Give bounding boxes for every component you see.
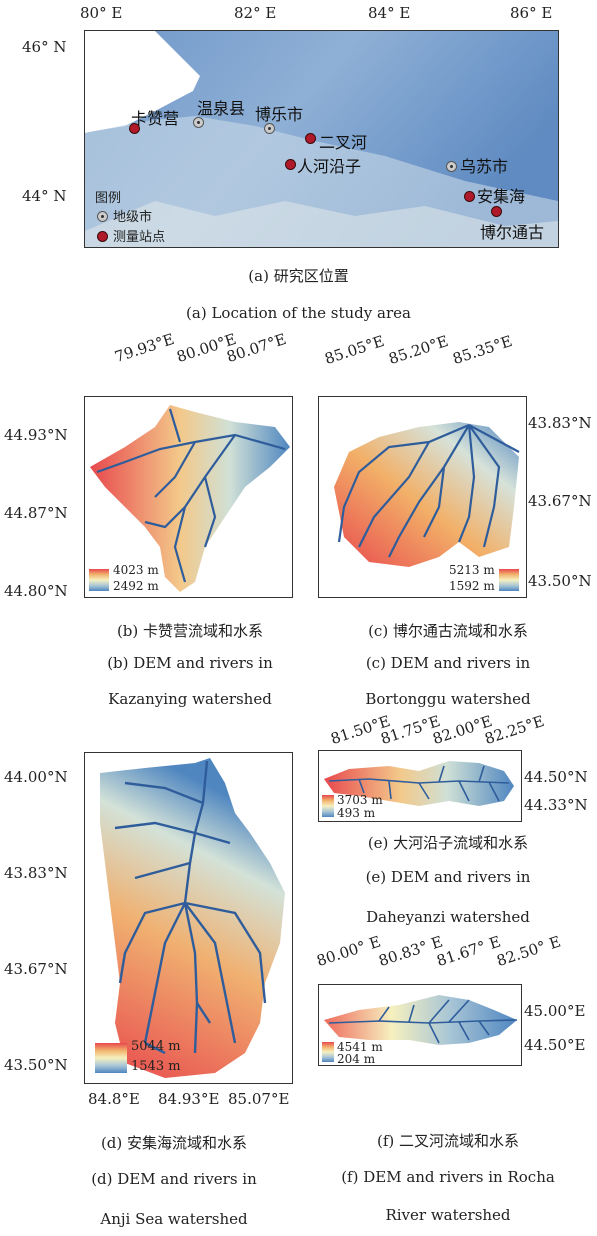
- f-xtick-3: 81.67° E: [434, 932, 503, 970]
- caption-f-en2: River watershed: [385, 1206, 511, 1224]
- e-elev-legend-bar: [322, 795, 334, 817]
- e-elev-low: 493 m: [337, 806, 376, 820]
- f-elev-legend-bar: [322, 1042, 334, 1062]
- d-elev-low: 1543 m: [131, 1059, 181, 1074]
- caption-e-cn: (e) 大河沿子流域和水系: [367, 834, 529, 852]
- caption-f-en1: (f) DEM and rivers in Rocha: [341, 1168, 555, 1186]
- legend-station-icon: [97, 231, 108, 242]
- station-erchahe-dot: [305, 133, 316, 144]
- f-ytick-1: 45.00°E: [524, 1002, 586, 1020]
- caption-a-en: (a) Location of the study area: [186, 304, 411, 322]
- d-xtick-3: 85.07°E: [228, 1090, 290, 1108]
- caption-b-en1: (b) DEM and rivers in: [107, 654, 273, 672]
- caption-f-cn: (f) 二叉河流域和水系: [376, 1132, 520, 1150]
- kazanying-dem: [90, 405, 290, 592]
- legend-city-icon: [97, 211, 108, 222]
- f-xtick-2: 80.83° E: [376, 932, 445, 970]
- city-wusu-dot: [446, 161, 457, 172]
- caption-c-cn: (c) 博尔通古流域和水系: [368, 622, 528, 640]
- b-elev-high: 4023 m: [113, 563, 159, 577]
- c-xtick-1: 85.05°E: [322, 331, 387, 368]
- f-elev-low: 204 m: [337, 1052, 376, 1066]
- caption-d-en2: Anji Sea watershed: [100, 1210, 248, 1228]
- f-ytick-2: 44.50°E: [524, 1036, 586, 1054]
- b-ytick-3: 44.80°N: [4, 582, 68, 600]
- station-kazanying-dot: [129, 123, 140, 134]
- d-ytick-2: 43.83°N: [4, 864, 68, 882]
- label-bole: 博乐市: [255, 105, 304, 124]
- b-ytick-2: 44.87°N: [4, 504, 68, 522]
- d-ytick-4: 43.50°N: [4, 1056, 68, 1074]
- a-ytick-1: 46° N: [22, 38, 67, 56]
- erchahe-dem: [324, 995, 518, 1045]
- f-xtick-1: 80.00° E: [314, 932, 383, 970]
- label-kazanying: 卡赞营: [131, 109, 180, 128]
- d-xtick-1: 84.8°E: [88, 1090, 140, 1108]
- city-bole-dot: [264, 123, 275, 134]
- e-elev-high: 3703 m: [337, 793, 383, 807]
- label-bortonggu: 博尔通古: [480, 223, 545, 242]
- c-xtick-3: 85.35°E: [450, 331, 515, 368]
- caption-a-cn: (a) 研究区位置: [248, 267, 349, 285]
- station-bortonggu-dot: [491, 206, 502, 217]
- caption-c-en2: Bortonggu watershed: [365, 690, 531, 708]
- station-anjihai-dot: [464, 191, 475, 202]
- anjihai-map: 5044 m 1543 m: [84, 752, 293, 1084]
- b-xtick-1: 79.93°E: [112, 329, 177, 366]
- d-xtick-2: 84.93°E: [158, 1090, 220, 1108]
- d-elev-legend-bar: [95, 1043, 127, 1073]
- c-elev-high: 5213 m: [449, 563, 495, 577]
- b-elev-legend-bar: [89, 569, 109, 591]
- caption-b-en2: Kazanying watershed: [108, 690, 272, 708]
- caption-d-cn: (d) 安集海流域和水系: [100, 1134, 248, 1152]
- kazanying-map: 4023 m 2492 m: [84, 396, 293, 598]
- a-xtick-1: 80° E: [80, 4, 123, 22]
- label-erchahe: 二叉河: [319, 133, 368, 152]
- legend-title: 图例: [95, 191, 122, 206]
- anjihai-dem: [100, 758, 285, 1078]
- station-renheyanzi-dot: [285, 159, 296, 170]
- bortonggu-map: 5213 m 1592 m: [318, 396, 527, 598]
- caption-c-en1: (c) DEM and rivers in: [365, 654, 531, 672]
- daheyanzi-dem: [324, 761, 514, 806]
- city-wenquan-dot: [193, 117, 204, 128]
- bortonggu-dem: [334, 422, 520, 567]
- caption-d-en1: (d) DEM and rivers in: [91, 1170, 257, 1188]
- label-wusu: 乌苏市: [460, 157, 509, 176]
- c-elev-low: 1592 m: [449, 579, 495, 593]
- location-map: 卡赞营 温泉县 博乐市 二叉河 人河沿子 乌苏市 安集海 博尔通古 图例 地级市…: [84, 30, 559, 248]
- c-ytick-1: 43.83°N: [528, 414, 592, 432]
- e-ytick-2: 44.33°N: [524, 796, 588, 814]
- a-ytick-2: 44° N: [22, 187, 67, 205]
- e-ytick-1: 44.50°N: [524, 768, 588, 786]
- c-ytick-2: 43.67°N: [528, 492, 592, 510]
- daheyanzi-map: 3703 m 493 m: [318, 750, 522, 822]
- a-xtick-4: 86° E: [510, 4, 553, 22]
- b-elev-low: 2492 m: [113, 579, 159, 593]
- legend-city-label: 地级市: [113, 210, 153, 225]
- label-anjihai: 安集海: [477, 187, 526, 206]
- e-xtick-4: 82.25°E: [482, 711, 547, 748]
- b-ytick-1: 44.93°N: [4, 426, 68, 444]
- f-elev-high: 4541 m: [337, 1040, 383, 1054]
- legend-station-label: 测量站点: [113, 230, 166, 245]
- erchahe-map: 4541 m 204 m: [318, 984, 522, 1066]
- d-ytick-3: 43.67°N: [4, 960, 68, 978]
- label-renheyanzi: 人河沿子: [297, 157, 362, 176]
- c-elev-legend-bar: [499, 569, 519, 591]
- caption-e-en1: (e) DEM and rivers in: [365, 868, 531, 886]
- d-elev-high: 5044 m: [131, 1039, 181, 1054]
- caption-e-en2: Daheyanzi watershed: [366, 908, 530, 926]
- c-xtick-2: 85.20°E: [386, 331, 451, 368]
- d-ytick-1: 44.00°N: [4, 768, 68, 786]
- location-map-terrain: [85, 31, 558, 247]
- a-xtick-3: 84° E: [368, 4, 411, 22]
- a-xtick-2: 82° E: [234, 4, 277, 22]
- f-xtick-4: 82.50° E: [494, 932, 563, 970]
- label-wenquan: 温泉县: [197, 99, 246, 118]
- c-ytick-3: 43.50°N: [528, 572, 592, 590]
- caption-b-cn: (b) 卡赞营流域和水系: [116, 622, 264, 640]
